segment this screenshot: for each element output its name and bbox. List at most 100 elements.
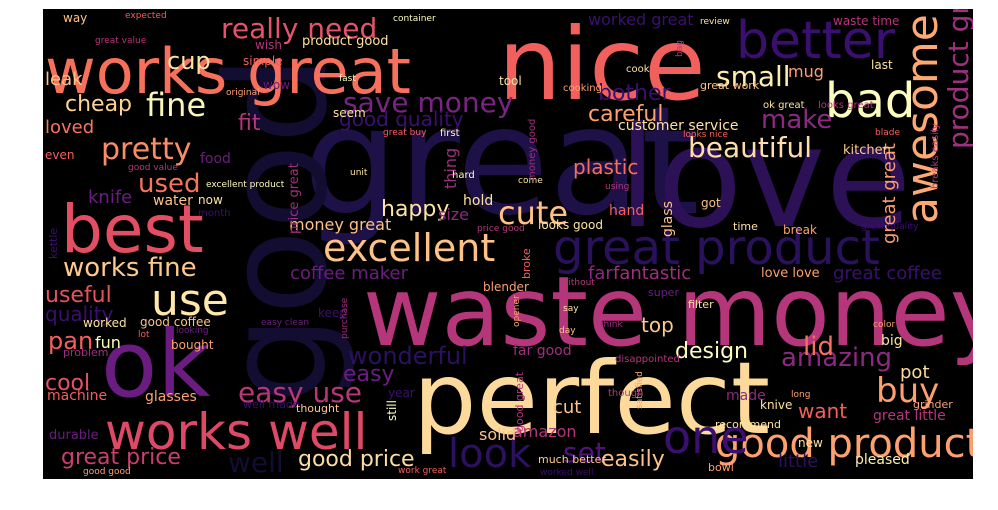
word-solid: solid	[479, 425, 517, 444]
word-expected: expected	[125, 11, 167, 21]
word-small: small	[716, 60, 791, 93]
word-hand: hand	[609, 203, 645, 219]
word-really-need: really need	[221, 12, 378, 45]
word-excellent: excellent	[323, 226, 496, 270]
word-think: think	[600, 320, 623, 330]
word-product-good: product good	[302, 34, 389, 49]
word-still: still	[385, 400, 399, 421]
word-simple: simple	[243, 54, 283, 68]
word-without: without	[561, 278, 595, 288]
word-even: even	[45, 148, 75, 162]
word-machine: machine	[47, 388, 108, 404]
word-blender: blender	[483, 280, 529, 294]
word-ok: ok	[101, 311, 211, 418]
word-looking: looking	[176, 326, 209, 336]
word-knife: knife	[88, 187, 133, 208]
word-worked: worked	[83, 316, 127, 330]
word-ok-great: ok great	[763, 100, 805, 111]
word-bag: bag	[675, 40, 685, 57]
word-cheap: cheap	[65, 92, 133, 117]
word-food: food	[200, 151, 231, 167]
word-opener: opener	[512, 295, 522, 327]
word-save-money: save money	[343, 86, 514, 119]
word-super: super	[648, 286, 679, 299]
word-good-coffee: good coffee	[140, 315, 211, 329]
word-money-good: money good	[527, 118, 538, 181]
word-grinder: grinder	[913, 398, 953, 411]
word-review: review	[700, 17, 730, 27]
word-easy-use: easy use	[238, 376, 363, 409]
word-worked-well: worked well	[540, 468, 594, 478]
word-wonderful: wonderful	[348, 342, 468, 370]
word-disappointed: disappointed	[615, 354, 680, 365]
word-original: original	[226, 88, 260, 98]
word-made: made	[726, 388, 766, 404]
word-use: use	[151, 275, 229, 326]
word-pretty: pretty	[101, 132, 192, 167]
word-good-value: good value	[128, 163, 178, 173]
word-long: long	[791, 390, 811, 400]
word-great-work: great work	[700, 79, 760, 92]
word-come: come	[518, 176, 543, 186]
word-love-love: love love	[761, 266, 820, 281]
word-perfect: perfect	[413, 340, 771, 457]
word-product-great: product great	[942, 9, 973, 149]
word-top: top	[641, 313, 674, 337]
word-wow: wow	[263, 78, 290, 92]
word-cool: cool	[45, 371, 91, 396]
word-works-fine: works fine	[63, 253, 197, 283]
word-work-great: work great	[398, 466, 447, 476]
word-leak: leak	[45, 69, 83, 90]
word-broke: broke	[520, 248, 533, 279]
word-works-great: works great	[45, 35, 411, 108]
word-seem: seem	[333, 106, 366, 120]
word-excellent-product: excellent product	[206, 180, 285, 190]
word-happy: happy	[381, 197, 450, 222]
word-tool: tool	[499, 74, 522, 88]
word-price-good: price good	[477, 224, 525, 234]
word-waste-money: waste money	[363, 256, 973, 368]
word-hold: hold	[463, 193, 494, 209]
word-last: last	[871, 58, 893, 72]
word-unit: unit	[350, 168, 368, 178]
word-easily: easily	[601, 447, 665, 472]
word-great-buy: great buy	[383, 128, 427, 138]
word-well: well	[228, 446, 284, 479]
word-easy-clean: easy clean	[261, 318, 310, 328]
word-quality: quality	[45, 302, 114, 326]
word-better: better	[736, 11, 896, 71]
word-year: year	[388, 386, 415, 400]
word-container: container	[393, 14, 436, 24]
word-month: month	[198, 208, 231, 219]
word-pleased: pleased	[855, 452, 910, 468]
word-works-well: works well	[105, 403, 368, 461]
word-break: break	[783, 223, 817, 237]
word-look: look	[448, 431, 532, 477]
word-bad: bad	[825, 73, 916, 129]
word-pot: pot	[900, 362, 930, 383]
word-great-coffee: great coffee	[833, 263, 942, 284]
word-fine: fine	[146, 86, 207, 124]
word-color: color	[873, 320, 896, 330]
word-one: one	[663, 410, 749, 464]
word-looks-great: looks great	[818, 100, 874, 111]
word-loved: loved	[45, 117, 95, 138]
word-plastic: plastic	[573, 155, 639, 179]
word-amazing: amazing	[781, 343, 893, 373]
word-cloud: great good love nice works great waste m…	[43, 9, 973, 479]
word-knive: knive	[760, 398, 793, 412]
word-make: make	[761, 105, 833, 135]
word-great-product: great product	[553, 220, 880, 276]
word-recommend: recommend	[715, 418, 781, 431]
word-durable: durable	[49, 428, 99, 443]
word-kitchen: kitchen	[843, 143, 891, 158]
word-great-value: great value	[95, 36, 147, 46]
word-bought: bought	[171, 338, 214, 352]
word-good-quality: good quality	[339, 107, 464, 131]
word-size: size	[438, 205, 470, 224]
word-say: say	[563, 304, 579, 314]
word-thought: thought	[296, 402, 340, 415]
word-great-quality: great quality	[861, 222, 919, 232]
word-looks-nice: looks nice	[683, 130, 728, 140]
word-far: far	[588, 263, 613, 284]
